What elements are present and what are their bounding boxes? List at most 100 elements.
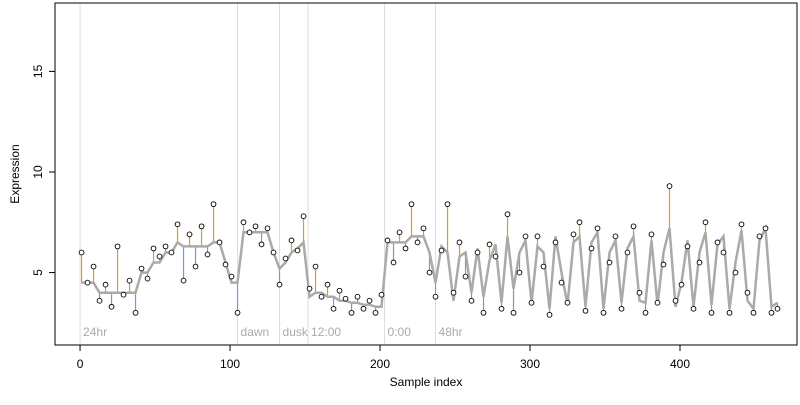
data-point <box>552 239 559 246</box>
data-point <box>498 305 505 312</box>
data-point <box>714 239 721 246</box>
data-point <box>84 279 91 286</box>
data-point <box>588 245 595 252</box>
data-point <box>408 201 415 208</box>
data-point <box>726 309 733 316</box>
data-point <box>438 247 445 254</box>
data-point <box>582 307 589 314</box>
data-point <box>228 273 235 280</box>
data-point <box>156 253 163 260</box>
data-point <box>258 241 265 248</box>
data-point <box>420 225 427 232</box>
data-point <box>510 309 517 316</box>
annotation-label: 0:00 <box>388 325 412 339</box>
data-point <box>162 243 169 250</box>
data-point <box>462 273 469 280</box>
data-point <box>540 263 547 270</box>
data-point <box>402 245 409 252</box>
data-point <box>216 239 223 246</box>
data-point <box>132 309 139 316</box>
data-point <box>624 249 631 256</box>
data-point <box>750 309 757 316</box>
data-point <box>414 239 421 246</box>
data-point <box>546 311 553 318</box>
data-point <box>288 237 295 244</box>
data-point <box>330 305 337 312</box>
annotation-label: dusk <box>283 325 309 339</box>
data-point <box>108 303 115 310</box>
data-point <box>642 309 649 316</box>
data-point <box>648 231 655 238</box>
data-point <box>180 277 187 284</box>
y-tick-label: 10 <box>31 165 45 179</box>
data-point <box>204 251 211 258</box>
data-point <box>558 279 565 286</box>
data-point <box>606 259 613 266</box>
data-point <box>168 249 175 256</box>
x-tick-label: 200 <box>370 357 390 371</box>
data-point <box>486 241 493 248</box>
data-point <box>354 293 361 300</box>
plot-frame <box>54 2 798 346</box>
data-point <box>690 305 697 312</box>
data-point <box>234 309 241 316</box>
data-point <box>660 261 667 268</box>
data-point <box>102 281 109 288</box>
data-point <box>738 221 745 228</box>
x-tick-label: 100 <box>220 357 240 371</box>
data-point <box>654 299 661 306</box>
data-point <box>474 249 481 256</box>
data-point <box>312 263 319 270</box>
data-point <box>372 309 379 316</box>
data-point <box>222 261 229 268</box>
data-point <box>504 211 511 218</box>
data-point <box>96 297 103 304</box>
data-point <box>186 231 193 238</box>
data-point <box>528 299 535 306</box>
data-point <box>318 293 325 300</box>
data-point <box>480 309 487 316</box>
data-point <box>366 297 373 304</box>
data-point <box>78 249 85 256</box>
data-point <box>612 233 619 240</box>
data-point <box>378 291 385 298</box>
data-point <box>732 269 739 276</box>
data-point <box>252 223 259 230</box>
data-point <box>618 305 625 312</box>
data-point <box>534 233 541 240</box>
data-point <box>516 269 523 276</box>
data-point <box>666 183 673 189</box>
data-point <box>126 277 133 284</box>
data-point <box>174 221 181 228</box>
x-tick-label: 300 <box>520 357 540 371</box>
data-point <box>768 309 775 316</box>
data-point <box>90 263 97 270</box>
x-tick-label: 0 <box>77 357 84 371</box>
data-point <box>456 239 463 246</box>
fitted-line <box>81 223 779 313</box>
data-point <box>702 219 709 226</box>
data-point <box>144 275 151 282</box>
data-point <box>672 297 679 304</box>
data-point <box>720 249 727 256</box>
data-point <box>264 225 271 232</box>
data-point <box>468 297 475 304</box>
data-point <box>294 247 301 254</box>
data-point <box>696 259 703 266</box>
data-point <box>306 285 313 292</box>
data-point <box>678 281 685 288</box>
data-point <box>774 305 781 312</box>
y-tick-label: 5 <box>31 269 45 276</box>
x-tick-label: 400 <box>670 357 690 371</box>
data-point <box>522 233 529 240</box>
data-point <box>384 237 391 244</box>
data-point <box>564 299 571 306</box>
data-point <box>342 295 349 302</box>
data-point <box>426 269 433 276</box>
data-point <box>240 219 247 226</box>
data-point <box>444 201 451 208</box>
data-point <box>348 309 355 316</box>
data-point <box>450 289 457 296</box>
data-point <box>600 309 607 316</box>
